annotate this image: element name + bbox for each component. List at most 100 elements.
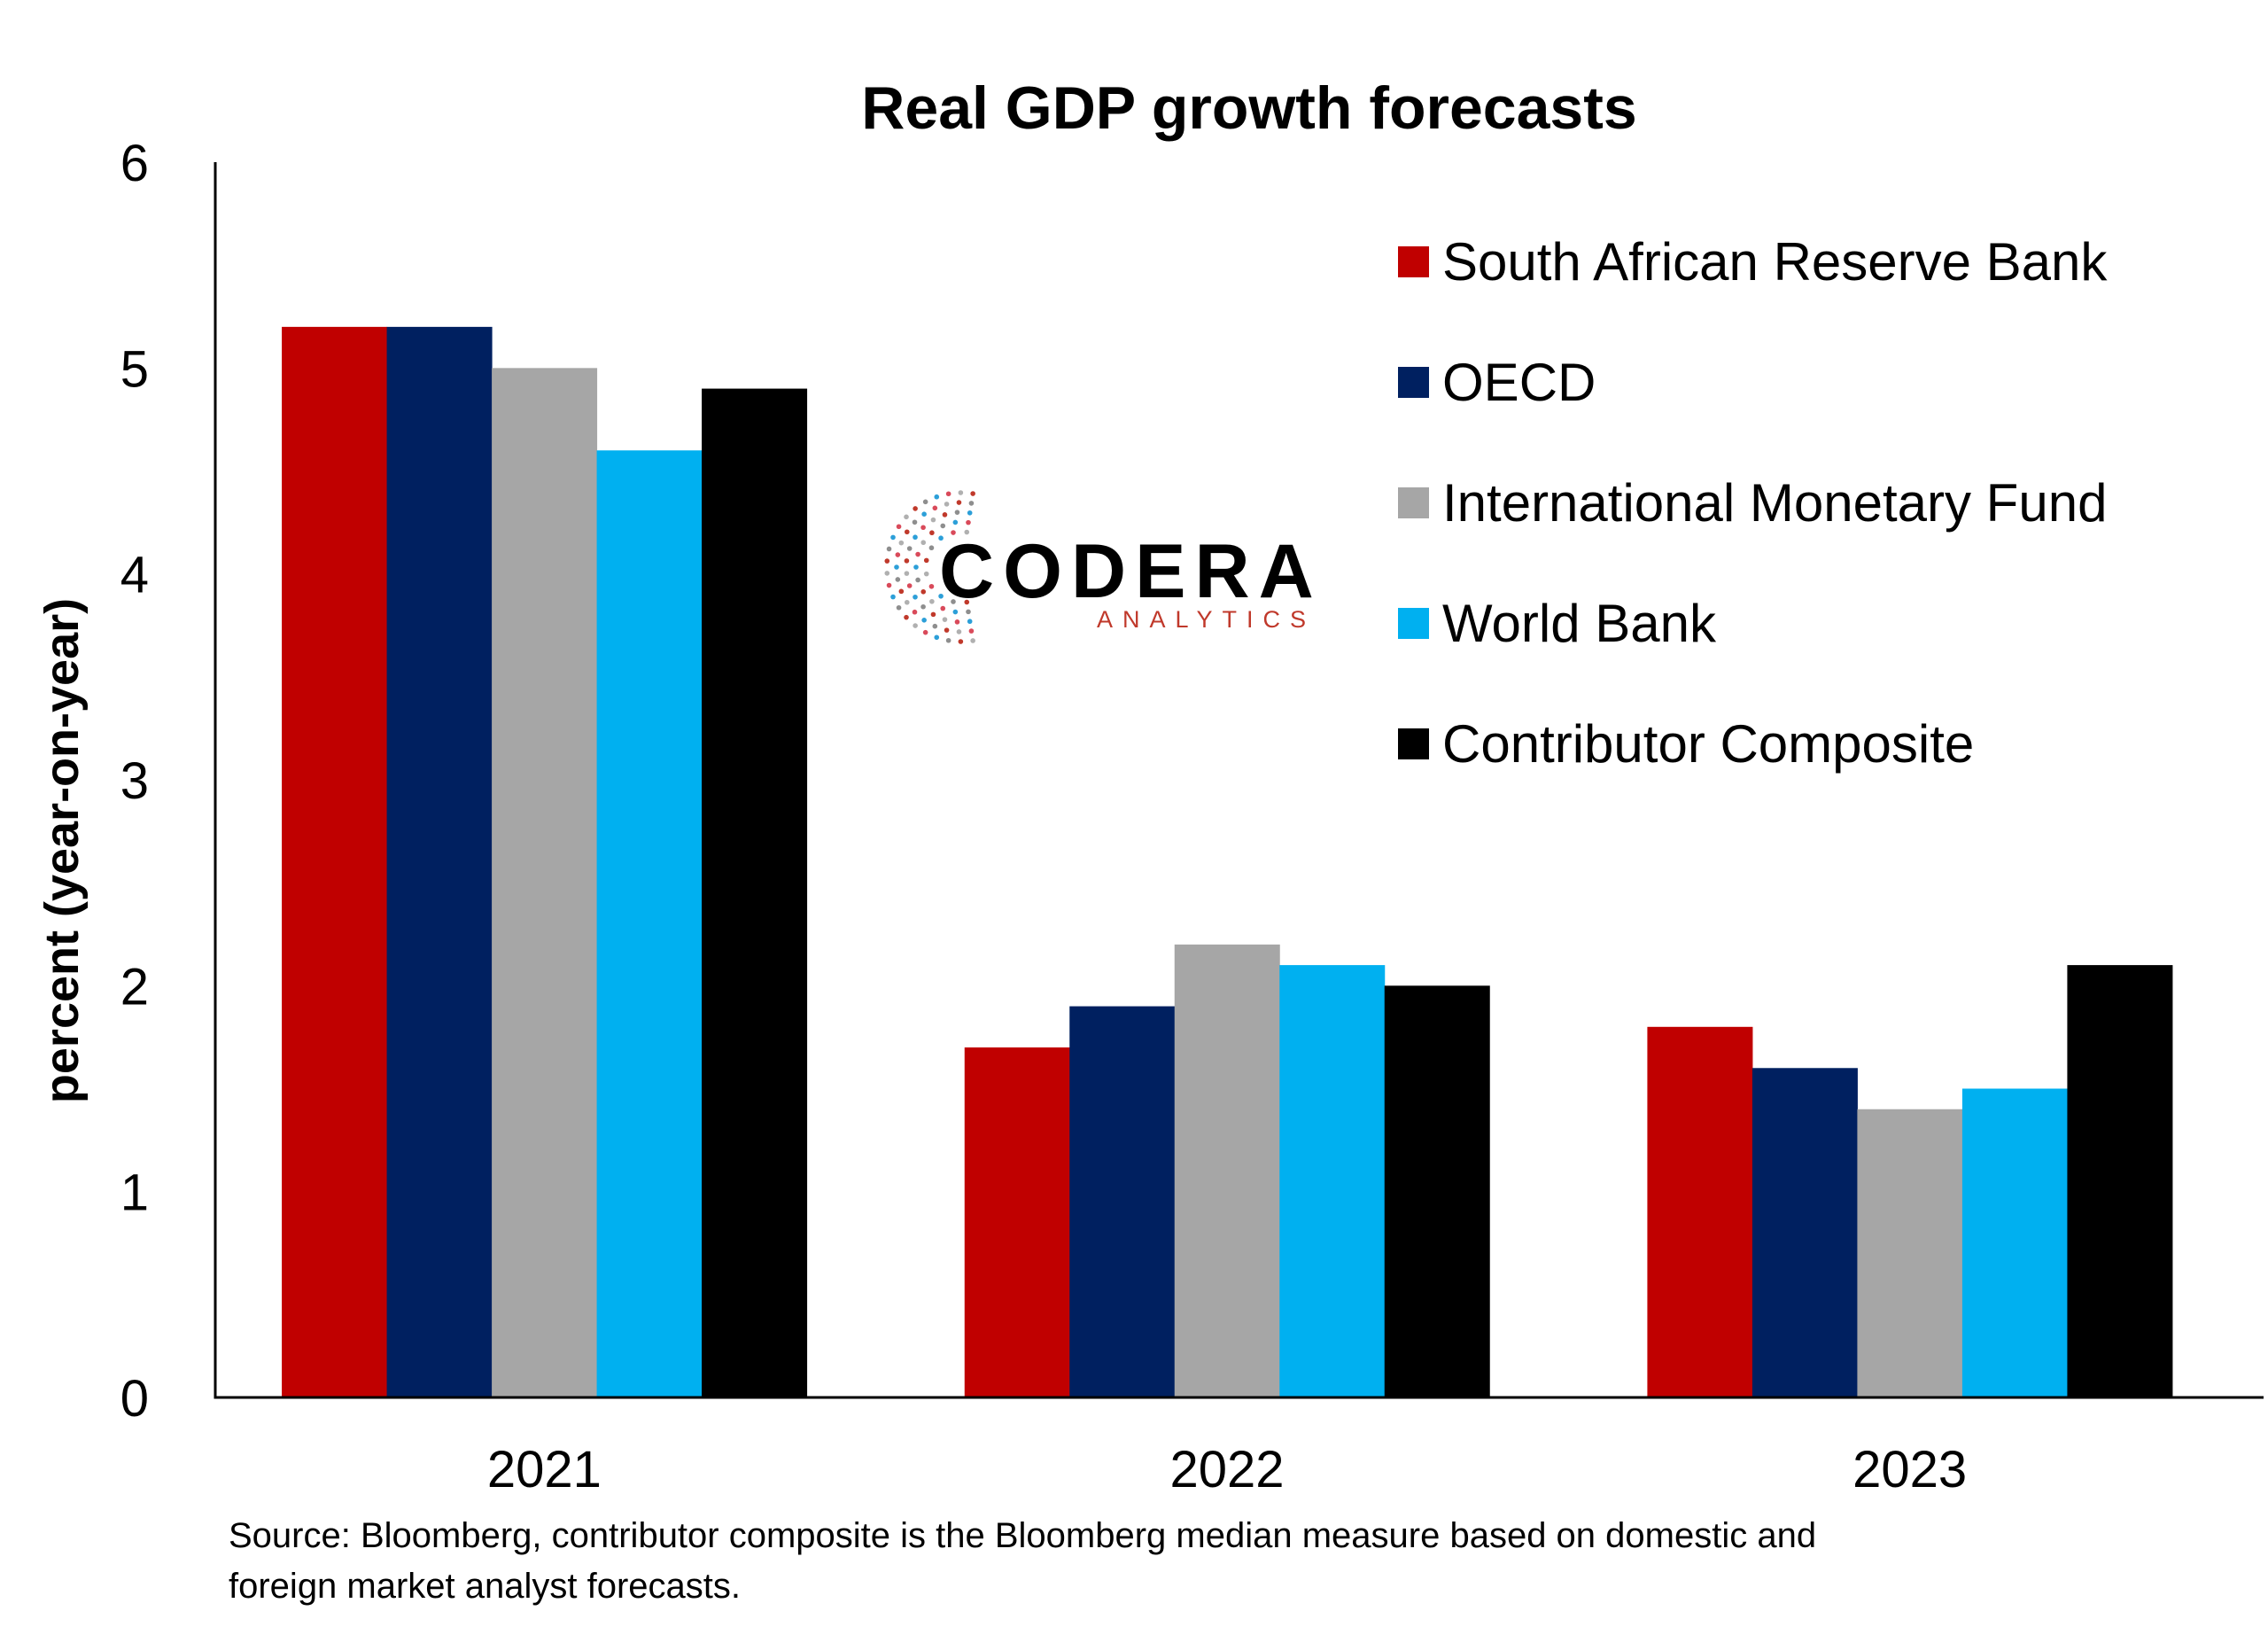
logo-dot bbox=[970, 638, 975, 643]
source-line-1: Source: Bloomberg, contributor composite… bbox=[229, 1516, 1816, 1555]
logo-dot bbox=[966, 519, 971, 525]
chart-title: Real GDP growth forecasts bbox=[861, 74, 1636, 142]
y-axis-label-group: percent (year-on-year) bbox=[35, 598, 89, 1103]
logo-dot bbox=[942, 512, 948, 518]
logo-dot bbox=[929, 598, 935, 604]
logo-main-text: CODERA bbox=[939, 529, 1323, 614]
logo-dot bbox=[884, 558, 890, 564]
logo-dot bbox=[938, 593, 944, 599]
logo-dot bbox=[922, 629, 928, 635]
logo-dot bbox=[922, 499, 928, 505]
logo-dot bbox=[906, 546, 913, 551]
logo-dot bbox=[967, 619, 973, 625]
bar-2021-oecd bbox=[386, 326, 493, 1397]
y-tick-label: 4 bbox=[120, 547, 149, 604]
logo-dot bbox=[929, 530, 935, 536]
bar-2021-international-monetary-fund bbox=[492, 368, 598, 1397]
logo-dot bbox=[954, 619, 960, 625]
logo-dot bbox=[956, 500, 962, 505]
bar-2022-south-african-reserve-bank bbox=[964, 1047, 1070, 1397]
legend-label: South African Reserve Bank bbox=[1442, 232, 2108, 292]
logo-dot bbox=[895, 552, 901, 557]
logo-dot bbox=[970, 491, 975, 496]
logo-dot bbox=[890, 594, 896, 600]
logo-dot bbox=[968, 628, 975, 634]
logo-dot bbox=[944, 502, 950, 507]
bar-2021-world-bank bbox=[596, 450, 703, 1398]
legend-label: Contributor Composite bbox=[1442, 714, 1974, 774]
logo-dot bbox=[886, 546, 892, 552]
x-tick-label: 2023 bbox=[1852, 1441, 1967, 1498]
logo-dot bbox=[904, 571, 910, 576]
y-axis-label: percent (year-on-year) bbox=[35, 598, 89, 1103]
logo-dot bbox=[912, 609, 918, 615]
logo-dot bbox=[940, 523, 946, 529]
axes bbox=[214, 162, 2264, 1399]
logo-dot bbox=[958, 639, 964, 644]
legend-label: World Bank bbox=[1442, 594, 1717, 653]
circular-dots-icon bbox=[884, 490, 975, 644]
logo-dot bbox=[895, 577, 901, 582]
legend-swatch bbox=[1398, 608, 1429, 639]
logo-dot bbox=[904, 558, 910, 564]
logo-dot bbox=[954, 510, 960, 515]
logo-dot bbox=[890, 534, 896, 541]
bars bbox=[282, 326, 2173, 1398]
logo-dot bbox=[932, 623, 938, 629]
bar-2023-south-african-reserve-bank bbox=[1647, 1026, 1753, 1397]
logo-dot bbox=[940, 605, 946, 611]
bar-2021-south-african-reserve-bank bbox=[282, 326, 388, 1397]
logo-dot bbox=[921, 511, 927, 518]
x-ticks: 2021 2022 2023 bbox=[487, 1441, 1967, 1498]
legend-swatch bbox=[1398, 367, 1429, 398]
logo-dot bbox=[945, 491, 951, 497]
logo-dot bbox=[913, 594, 918, 600]
logo-dot bbox=[913, 623, 918, 628]
logo-dot bbox=[904, 614, 909, 620]
logo-dot bbox=[934, 634, 940, 641]
logo-dot bbox=[920, 525, 926, 531]
logo-dot bbox=[913, 506, 918, 511]
legend-swatch bbox=[1398, 728, 1429, 759]
y-ticks: 0 1 2 3 4 5 6 bbox=[120, 135, 149, 1428]
logo-dot bbox=[904, 529, 910, 535]
logo: CODERA ANALYTICS bbox=[884, 490, 1323, 644]
logo-dot bbox=[912, 519, 918, 525]
logo-dot bbox=[923, 571, 929, 577]
logo-sub-text: ANALYTICS bbox=[1097, 606, 1316, 633]
logo-dot bbox=[945, 637, 951, 643]
logo-dot bbox=[934, 494, 940, 500]
logo-dot bbox=[896, 524, 902, 530]
y-tick-label: 5 bbox=[120, 340, 149, 398]
logo-dot bbox=[964, 529, 970, 535]
logo-dot bbox=[932, 505, 938, 511]
bar-2023-oecd bbox=[1751, 1068, 1858, 1397]
logo-dot bbox=[966, 609, 971, 615]
x-tick-label: 2022 bbox=[1169, 1441, 1284, 1498]
legend-swatch bbox=[1398, 246, 1429, 277]
logo-dot bbox=[894, 564, 899, 570]
logo-dot bbox=[920, 603, 926, 610]
logo-dot bbox=[923, 557, 929, 564]
legend-swatch bbox=[1398, 487, 1429, 518]
bar-2022-contributor-composite bbox=[1384, 985, 1490, 1397]
x-tick-label: 2021 bbox=[487, 1441, 602, 1498]
logo-dot bbox=[952, 609, 959, 615]
logo-dot bbox=[958, 490, 964, 495]
logo-dot bbox=[920, 588, 927, 595]
logo-dot bbox=[967, 510, 973, 516]
logo-dot bbox=[944, 627, 950, 633]
bar-2023-contributor-composite bbox=[2067, 965, 2173, 1397]
logo-dot bbox=[928, 583, 935, 589]
logo-dot bbox=[913, 534, 918, 541]
logo-dot bbox=[915, 551, 920, 557]
logo-dot bbox=[968, 501, 975, 506]
logo-dot bbox=[938, 535, 944, 541]
logo-dot bbox=[964, 599, 970, 605]
logo-dot bbox=[906, 583, 913, 588]
logo-dot bbox=[884, 571, 890, 576]
logo-dot bbox=[913, 564, 919, 570]
legend: South African Reserve Bank OECD Internatio… bbox=[1398, 232, 2108, 774]
logo-dot bbox=[921, 617, 927, 623]
